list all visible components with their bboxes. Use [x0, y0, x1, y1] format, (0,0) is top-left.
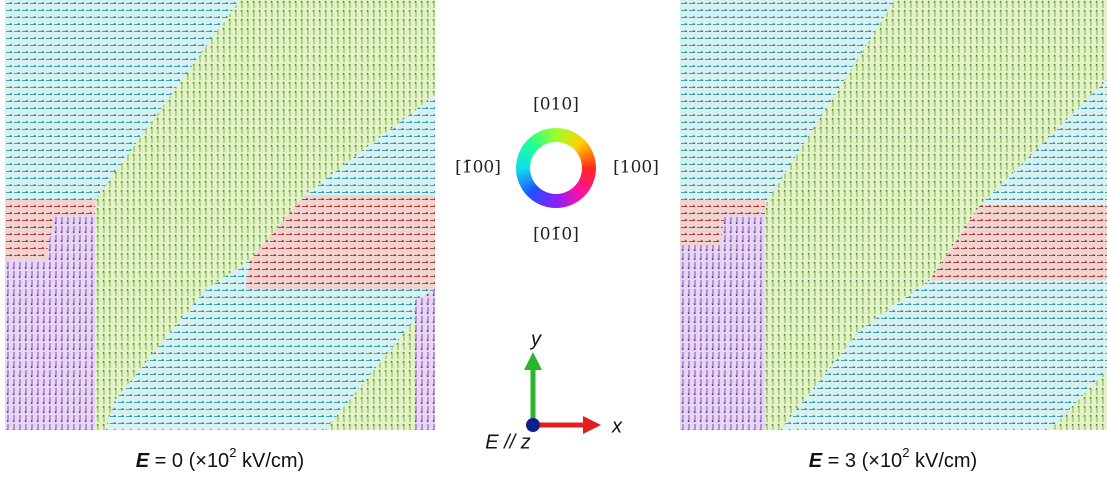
axis-label: x: [611, 415, 623, 437]
polarization-map: [5, 0, 435, 430]
direction-label: [010]: [533, 95, 579, 115]
color-wheel: [516, 128, 596, 208]
polarization-map: [680, 0, 1107, 430]
y-arrow-head: [524, 352, 542, 370]
caption-text: = 3 (×10: [822, 450, 902, 472]
figure-canvas: [010] [100] [1̄00] [01̄0] y x E // z E =…: [0, 0, 1107, 481]
caption-text: = 0 (×10: [149, 450, 229, 472]
caption: E = 0 (×102 kV/cm): [136, 445, 304, 472]
caption-unit: kV/cm): [909, 450, 977, 472]
caption-exponent: 2: [902, 445, 909, 460]
field-label: E // z: [485, 431, 531, 453]
caption-exponent: 2: [229, 445, 236, 460]
caption-symbol: E: [809, 450, 823, 472]
caption-symbol: E: [136, 450, 150, 472]
x-arrow-head: [583, 416, 601, 434]
caption: E = 3 (×102 kV/cm): [809, 445, 977, 472]
direction-label: [100]: [613, 158, 659, 178]
color-wheel-hole: [530, 142, 582, 194]
direction-label: [01̄0]: [533, 225, 579, 245]
axis-label: y: [529, 328, 542, 350]
z-dot: [526, 418, 540, 432]
caption-unit: kV/cm): [236, 450, 304, 472]
figure: [010] [100] [1̄00] [01̄0] y x E // z E =…: [0, 0, 1107, 481]
direction-label: [1̄00]: [455, 158, 501, 178]
